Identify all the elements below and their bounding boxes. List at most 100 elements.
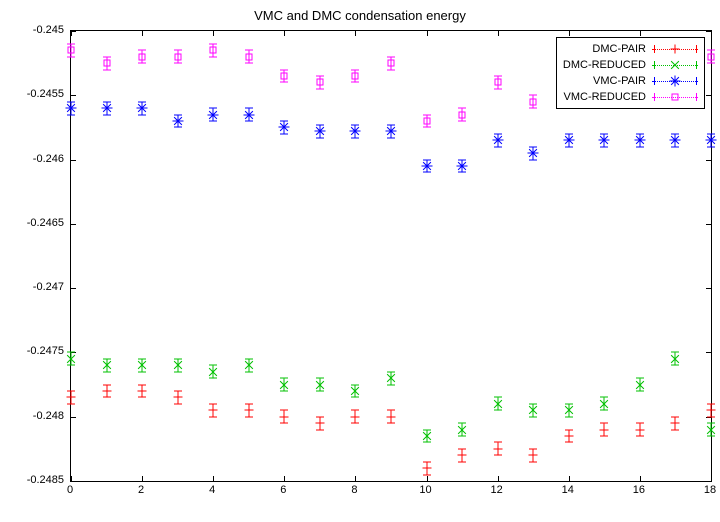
data-point [138, 387, 147, 396]
data-point [708, 53, 715, 60]
legend-swatch [652, 58, 698, 72]
data-point [600, 425, 609, 434]
data-point [529, 451, 538, 460]
legend: DMC-PAIR DMC-REDUCED VMC-PAIR VMC-REDUCED [556, 37, 705, 109]
data-point [280, 380, 289, 389]
data-point [102, 387, 111, 396]
chart-title: VMC and DMC condensation energy [0, 8, 720, 23]
data-point [564, 406, 573, 415]
chart-container: VMC and DMC condensation energy DMC-PAIR… [0, 0, 720, 504]
legend-label: DMC-PAIR [592, 43, 646, 55]
data-point [280, 412, 289, 421]
data-point [458, 162, 467, 171]
x-tick-label: 2 [138, 484, 144, 496]
data-point [209, 367, 218, 376]
y-tick-label: -0.248 [4, 410, 64, 422]
data-point [316, 79, 323, 86]
data-point [315, 419, 324, 428]
data-point [600, 136, 609, 145]
data-point [102, 361, 111, 370]
data-point [351, 127, 360, 136]
data-point [635, 425, 644, 434]
data-point [387, 127, 396, 136]
y-tick-label: -0.245 [4, 24, 64, 36]
data-point [244, 361, 253, 370]
data-point [209, 406, 218, 415]
data-point [173, 361, 182, 370]
data-point [67, 104, 76, 113]
data-point [138, 104, 147, 113]
x-tick-label: 18 [704, 484, 716, 496]
data-point [458, 451, 467, 460]
x-tick-label: 12 [491, 484, 503, 496]
data-point [351, 412, 360, 421]
y-tick-label: -0.247 [4, 281, 64, 293]
data-point [635, 136, 644, 145]
data-point [493, 136, 502, 145]
data-point [244, 406, 253, 415]
data-point [102, 104, 111, 113]
data-point [139, 53, 146, 60]
y-tick-label: -0.2475 [4, 345, 64, 357]
data-point [138, 361, 147, 370]
data-point [245, 53, 252, 60]
data-point [422, 162, 431, 171]
y-tick-label: -0.2485 [4, 474, 64, 486]
data-point [422, 464, 431, 473]
y-tick-label: -0.2465 [4, 217, 64, 229]
data-point [387, 412, 396, 421]
legend-swatch [652, 90, 698, 104]
data-point [493, 444, 502, 453]
data-point [707, 425, 716, 434]
data-point [459, 111, 466, 118]
x-tick-label: 14 [562, 484, 574, 496]
data-point [352, 73, 359, 80]
data-point [423, 118, 430, 125]
data-point [210, 47, 217, 54]
data-point [281, 73, 288, 80]
data-point [494, 79, 501, 86]
legend-item: DMC-REDUCED [563, 57, 698, 73]
legend-label: VMC-REDUCED [564, 91, 647, 103]
legend-swatch [652, 42, 698, 56]
data-point [173, 117, 182, 126]
data-point [458, 425, 467, 434]
legend-item: VMC-REDUCED [563, 89, 698, 105]
data-point [68, 47, 75, 54]
data-point [529, 406, 538, 415]
data-point [244, 110, 253, 119]
data-point [564, 432, 573, 441]
data-point [707, 406, 716, 415]
data-point [67, 393, 76, 402]
data-point [173, 393, 182, 402]
data-point [530, 98, 537, 105]
x-tick-label: 4 [209, 484, 215, 496]
data-point [351, 387, 360, 396]
data-point [600, 399, 609, 408]
x-tick-label: 8 [351, 484, 357, 496]
data-point [387, 374, 396, 383]
data-point [635, 380, 644, 389]
data-point [671, 419, 680, 428]
data-point [315, 380, 324, 389]
data-point [67, 354, 76, 363]
data-point [103, 60, 110, 67]
legend-label: VMC-PAIR [593, 75, 646, 87]
y-tick-label: -0.246 [4, 153, 64, 165]
plot-area: DMC-PAIR DMC-REDUCED VMC-PAIR VMC-REDUCED [70, 30, 712, 482]
data-point [174, 53, 181, 60]
x-tick-label: 16 [633, 484, 645, 496]
data-point [209, 110, 218, 119]
x-tick-label: 0 [67, 484, 73, 496]
legend-item: DMC-PAIR [563, 41, 698, 57]
data-point [388, 60, 395, 67]
data-point [707, 136, 716, 145]
data-point [529, 149, 538, 158]
data-point [493, 399, 502, 408]
data-point [671, 136, 680, 145]
data-point [564, 136, 573, 145]
legend-swatch [652, 74, 698, 88]
data-point [671, 354, 680, 363]
data-point [315, 127, 324, 136]
legend-label: DMC-REDUCED [563, 59, 646, 71]
